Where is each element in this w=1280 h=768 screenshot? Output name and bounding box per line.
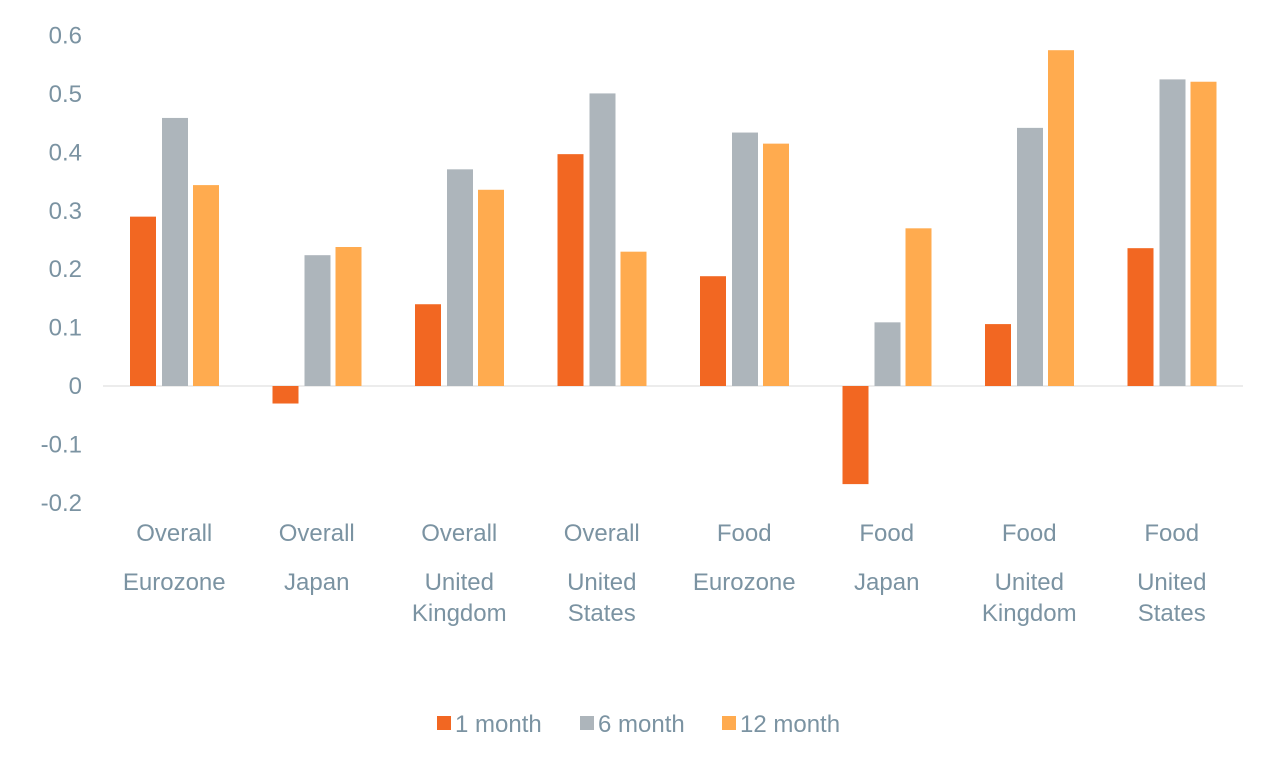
legend-label: 6 month <box>598 711 685 738</box>
legend-item-12-month: 12 month <box>722 711 840 738</box>
bar-12-month-1 <box>335 247 362 386</box>
legend-item-6-month: 6 month <box>580 711 685 738</box>
category-region-label: United Kingdom <box>412 569 507 627</box>
bar-1-month-2 <box>415 304 441 386</box>
category-region-label: Japan <box>284 569 349 596</box>
y-tick-label: 0.2 <box>49 256 82 283</box>
bar-6-month-0 <box>162 117 188 386</box>
bar-6-month-2 <box>447 169 473 386</box>
y-tick-label: -0.1 <box>41 431 82 458</box>
bar-6-month-6 <box>1017 127 1043 386</box>
y-tick-label: -0.2 <box>41 490 82 517</box>
category-region-word: United <box>1137 569 1206 596</box>
legend-swatch <box>722 716 736 730</box>
y-axis: 0.6 0.5 0.4 0.3 0.2 0.1 0 -0.1 -0.2 <box>41 23 82 517</box>
category-metric-label: Food <box>1002 520 1057 547</box>
category-region-word: States <box>568 600 636 627</box>
bar-1-month-7 <box>1127 248 1154 386</box>
category-region-word: States <box>1138 600 1206 627</box>
category-metric-label: Overall <box>564 520 640 547</box>
legend-label: 12 month <box>740 711 840 738</box>
bar-1-month-1 <box>272 386 299 404</box>
bar-6-month-3 <box>589 93 616 386</box>
bar-12-month-2 <box>478 189 504 386</box>
bar-6-month-7 <box>1159 79 1186 387</box>
bar-6-month-1 <box>304 255 331 386</box>
category-region-label: United States <box>567 569 636 627</box>
legend-swatch <box>580 716 594 730</box>
y-tick-label: 0.6 <box>49 23 82 50</box>
category-label-5: Food Japan <box>854 520 919 596</box>
bar-1-month-0 <box>130 216 156 386</box>
category-metric-label: Overall <box>421 520 497 547</box>
category-metric-label: Overall <box>279 520 355 547</box>
category-label-7: Food United States <box>1137 520 1206 627</box>
bar-1-month-3 <box>557 154 584 386</box>
category-region-label: Eurozone <box>693 569 796 596</box>
bar-1-month-6 <box>985 324 1011 386</box>
bar-12-month-3 <box>620 251 647 386</box>
y-tick-label: 0.1 <box>49 315 82 342</box>
category-metric-label: Overall <box>136 520 212 547</box>
legend-item-1-month: 1 month <box>437 711 542 738</box>
category-region-word: United <box>567 569 636 596</box>
category-metric-label: Food <box>1144 520 1199 547</box>
bars <box>130 50 1217 485</box>
legend: 1 month 6 month 12 month <box>437 711 840 738</box>
category-label-0: Overall Eurozone <box>123 520 226 596</box>
y-tick-label: 0.5 <box>49 81 82 108</box>
bar-12-month-4 <box>763 143 789 386</box>
category-region-word: United <box>425 569 494 596</box>
category-region-word: Kingdom <box>412 600 507 627</box>
bar-12-month-5 <box>905 228 932 386</box>
y-tick-label: 0.4 <box>49 139 82 166</box>
category-region-word: United <box>995 569 1064 596</box>
bar-6-month-5 <box>874 322 901 386</box>
category-label-6: Food United Kingdom <box>982 520 1077 627</box>
category-region-label: United Kingdom <box>982 569 1077 627</box>
category-label-2: Overall United Kingdom <box>412 520 507 627</box>
legend-label: 1 month <box>455 711 542 738</box>
category-label-1: Overall Japan <box>279 520 355 596</box>
bar-1-month-5 <box>842 386 869 485</box>
bar-12-month-0 <box>193 185 219 386</box>
category-metric-label: Food <box>717 520 772 547</box>
bar-6-month-4 <box>732 132 758 386</box>
y-tick-label: 0 <box>69 373 82 400</box>
bar-1-month-4 <box>700 276 726 386</box>
category-label-4: Food Eurozone <box>693 520 796 596</box>
bar-12-month-7 <box>1190 81 1217 387</box>
legend-swatch <box>437 716 451 730</box>
bar-12-month-6 <box>1048 50 1074 386</box>
category-metric-label: Food <box>859 520 914 547</box>
y-tick-label: 0.3 <box>49 198 82 225</box>
category-label-3: Overall United States <box>564 520 640 627</box>
category-region-label: Eurozone <box>123 569 226 596</box>
category-region-word: Kingdom <box>982 600 1077 627</box>
category-region-label: Japan <box>854 569 919 596</box>
x-axis: Overall Eurozone Overall Japan Overall United… <box>123 520 1207 627</box>
category-region-label: United States <box>1137 569 1206 627</box>
